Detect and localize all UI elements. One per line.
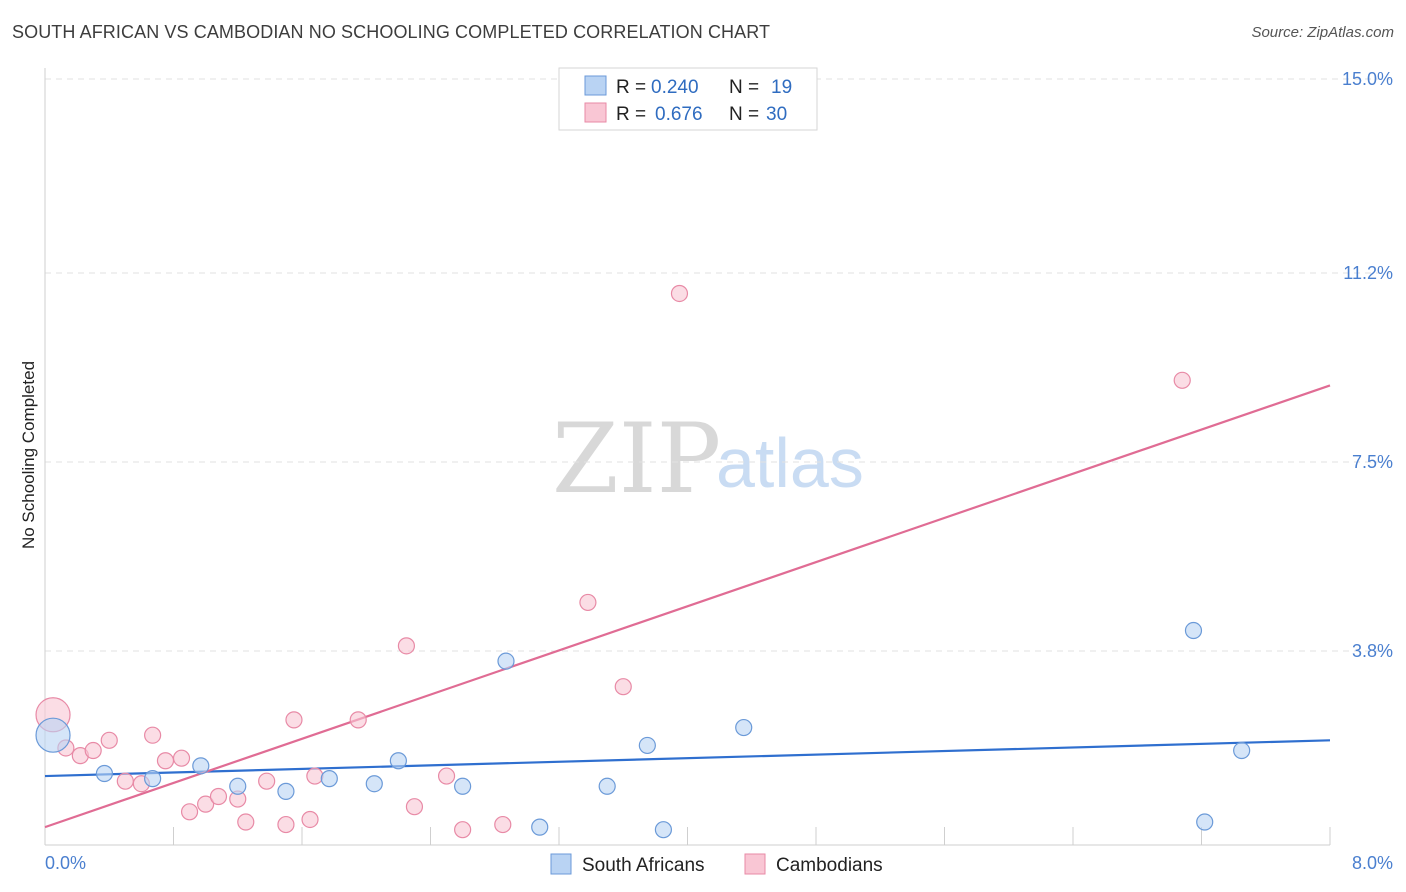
point-cambodians-8 (156, 752, 175, 770)
point-south-africans-11 (531, 818, 549, 836)
legend-r-value-cambodians: 0.676 (655, 104, 703, 125)
point-south-africans-14 (654, 821, 673, 839)
point-cambodians-23 (437, 767, 456, 785)
x-tick-labels: 0.0% 8.0% (45, 853, 1393, 873)
point-cambodians-27 (614, 678, 632, 696)
point-cambodians-26 (579, 593, 597, 612)
point-cambodians-7 (144, 726, 162, 744)
point-south-africans-9 (454, 777, 472, 795)
point-south-africans-15 (735, 718, 753, 737)
point-cambodians-24 (454, 821, 472, 839)
point-south-africans-13 (638, 736, 656, 755)
x-tick-label-1: 8.0% (1352, 853, 1393, 873)
source-credit: Source: ZipAtlas.com (1251, 24, 1394, 41)
point-south-africans-3 (192, 757, 210, 775)
legend-r-label-2: R = (616, 104, 646, 125)
point-cambodians-10 (180, 803, 199, 821)
bottom-legend-label-cambodians: Cambodians (776, 855, 883, 876)
y-tick-label-2: 11.2% (1343, 263, 1393, 283)
legend-n-label-1: N = (729, 77, 759, 98)
bottom-legend-swatch-cambodians (744, 853, 766, 875)
point-south-africans-7 (365, 775, 383, 793)
y-tick-labels: 3.8% 7.5% 11.2% 15.0% (1342, 69, 1393, 661)
gridlines (45, 78, 1390, 652)
legend-n-value-south-africans: 19 (771, 77, 792, 98)
y-tick-label-3: 15.0% (1342, 69, 1393, 89)
y-axis-label: No Schooling Completed (19, 361, 38, 549)
point-south-africans-0 (35, 717, 71, 753)
trend-line-cambodians (44, 384, 1331, 829)
point-cambodians-15 (258, 772, 276, 790)
point-cambodians-16 (277, 815, 295, 834)
point-cambodians-19 (306, 767, 324, 785)
watermark-atlas: atlas (716, 424, 864, 502)
point-south-africans-17 (1196, 813, 1214, 831)
point-south-africans-6 (320, 770, 338, 788)
point-cambodians-17 (285, 711, 303, 729)
point-cambodians-20 (349, 711, 367, 729)
trend-line-south-africans (44, 739, 1331, 778)
stats-legend: R = 0.240 N = 19 R = 0.676 N = 30 (558, 67, 818, 131)
point-cambodians-3 (84, 741, 102, 760)
data-points (35, 284, 1251, 839)
y-tick-label-0: 3.8% (1352, 641, 1393, 661)
chart-title: SOUTH AFRICAN VS CAMBODIAN NO SCHOOLING … (12, 22, 771, 42)
point-south-africans-10 (497, 652, 515, 670)
series-legend: South Africans Cambodians (550, 853, 883, 876)
point-south-africans-8 (389, 752, 407, 770)
legend-n-label-2: N = (729, 104, 759, 125)
point-cambodians-18 (301, 810, 319, 829)
point-cambodians-9 (172, 749, 191, 767)
legend-n-value-cambodians: 30 (766, 104, 787, 125)
point-south-africans-16 (1184, 621, 1203, 640)
legend-swatch-south-africans (584, 75, 607, 96)
point-south-africans-2 (144, 770, 162, 788)
trend-lines (44, 384, 1331, 829)
point-south-africans-12 (598, 777, 616, 795)
point-south-africans-18 (1233, 741, 1251, 760)
legend-r-value-south-africans: 0.240 (651, 77, 699, 98)
point-cambodians-29 (1173, 371, 1191, 389)
point-south-africans-1 (95, 764, 114, 783)
point-cambodians-22 (405, 798, 424, 816)
bottom-legend-swatch-south-africans (550, 853, 572, 875)
point-cambodians-25 (494, 815, 512, 834)
point-cambodians-14 (237, 813, 255, 831)
point-cambodians-11 (197, 795, 215, 813)
bottom-legend-label-south-africans: South Africans (582, 855, 705, 876)
y-tick-label-1: 7.5% (1352, 452, 1393, 472)
point-south-africans-4 (229, 777, 247, 795)
point-cambodians-28 (670, 284, 689, 303)
legend-r-label-1: R = (616, 77, 646, 98)
point-cambodians-21 (397, 637, 416, 655)
point-cambodians-4 (100, 731, 118, 749)
watermark-zip: ZIP (552, 403, 721, 515)
x-tick-label-0: 0.0% (45, 853, 86, 873)
point-cambodians-5 (116, 772, 134, 790)
point-south-africans-5 (277, 782, 295, 800)
legend-swatch-cambodians (584, 102, 607, 123)
point-cambodians-12 (209, 787, 228, 806)
